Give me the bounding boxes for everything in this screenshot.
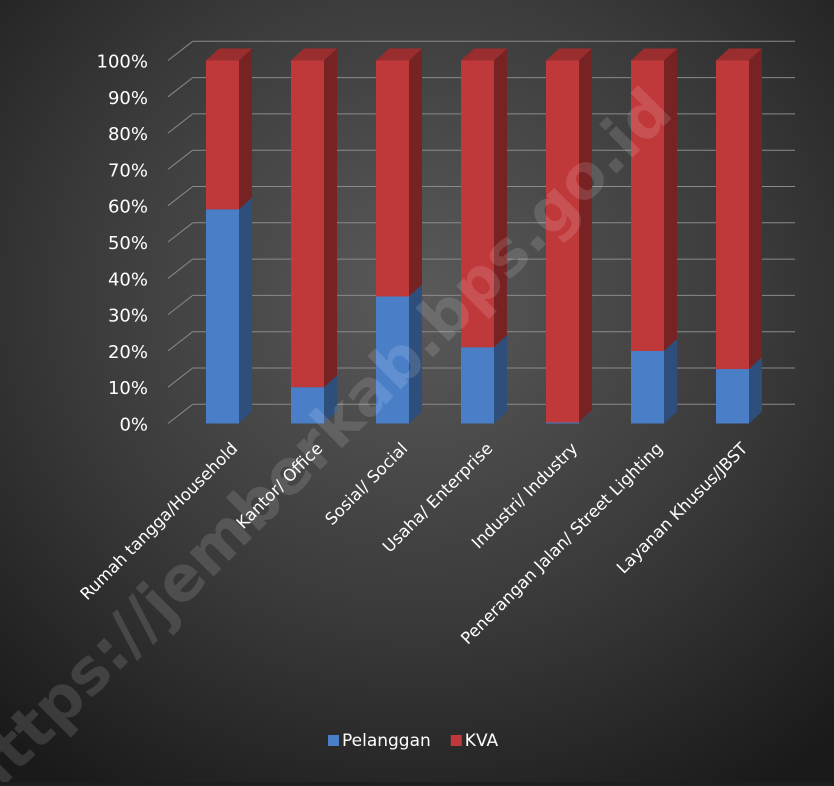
bar-side — [409, 48, 422, 297]
bar-front — [291, 387, 324, 424]
bar-pelanggan-3 — [461, 335, 507, 424]
bar-side — [749, 357, 762, 424]
bar-front — [461, 347, 494, 424]
bar-pelanggan-4 — [546, 410, 592, 424]
y-tick-label: 60% — [108, 197, 148, 218]
bar-front — [631, 350, 664, 424]
gridline-diagonal — [167, 40, 194, 61]
bar-side — [664, 338, 677, 424]
bar-top — [291, 48, 337, 61]
legend-label-pelanggan: Pelanggan — [342, 731, 431, 751]
y-tick-label: 0% — [119, 415, 148, 436]
bar-front — [546, 422, 579, 424]
bar-side — [749, 48, 762, 370]
bars — [206, 48, 762, 424]
bar-kva-0 — [206, 48, 252, 210]
bar-front — [716, 60, 749, 370]
gridline-diagonal — [167, 222, 194, 243]
y-tick-label: 70% — [108, 160, 148, 181]
bar-front — [376, 296, 409, 424]
bar-side — [324, 48, 337, 388]
legend: Pelanggan KVA — [328, 731, 498, 751]
bar-front — [291, 60, 324, 388]
bar-front — [461, 60, 494, 348]
bar-front — [631, 60, 664, 351]
bar-pelanggan-5 — [631, 338, 677, 424]
legend-swatch-pelanggan — [328, 735, 339, 746]
bar-side — [579, 410, 592, 424]
bar-top — [631, 48, 677, 61]
bar-front — [546, 60, 579, 423]
gridline-diagonal — [167, 186, 194, 207]
bar-side — [324, 375, 337, 424]
gridline-diagonal — [167, 77, 194, 98]
legend-swatch-kva — [450, 735, 462, 746]
bar-pelanggan-2 — [376, 284, 422, 424]
gridline-diagonal — [167, 295, 194, 315]
bar-top — [461, 48, 507, 61]
y-tick-label: 10% — [108, 378, 148, 399]
y-tick-label: 20% — [108, 342, 148, 363]
gridline-diagonal — [167, 403, 194, 424]
bar-front — [206, 60, 239, 210]
bar-kva-3 — [461, 48, 507, 348]
bar-front — [716, 369, 749, 424]
bar-pelanggan-6 — [716, 357, 762, 424]
gridline-diagonal — [167, 149, 194, 170]
bar-side — [494, 48, 507, 348]
y-tick-label: 80% — [108, 124, 148, 145]
bar-pelanggan-1 — [291, 375, 337, 424]
bar-kva-1 — [291, 48, 337, 388]
bar-front — [206, 209, 239, 424]
bar-pelanggan-0 — [206, 197, 252, 424]
bar-kva-5 — [631, 48, 677, 351]
bar-top — [546, 48, 592, 61]
gridline-diagonal — [167, 258, 194, 279]
y-axis: 0% 10% 20% 30% 40% 50% 60% 70% 80% 90% 100% — [97, 52, 148, 436]
bar-top — [206, 48, 252, 61]
bar-front — [376, 60, 409, 297]
bar-kva-4 — [546, 48, 592, 423]
y-tick-label: 30% — [108, 306, 148, 327]
y-tick-label: 40% — [108, 269, 148, 290]
y-tick-label: 100% — [97, 52, 148, 73]
bar-side — [579, 48, 592, 423]
bar-side — [664, 48, 677, 351]
bar-side — [239, 48, 252, 210]
bar-top — [376, 48, 422, 61]
bar-side — [409, 284, 422, 424]
y-tick-label: 90% — [108, 88, 148, 109]
bar-top — [716, 48, 762, 61]
gridline-diagonal — [167, 113, 194, 134]
bar-side — [239, 197, 252, 424]
bar-kva-6 — [716, 48, 762, 370]
y-tick-label: 50% — [108, 233, 148, 254]
legend-label-kva: KVA — [465, 731, 499, 751]
gridline-diagonal — [167, 367, 194, 388]
bar-side — [494, 335, 507, 424]
bar-kva-2 — [376, 48, 422, 297]
gridline-diagonal — [167, 331, 194, 352]
